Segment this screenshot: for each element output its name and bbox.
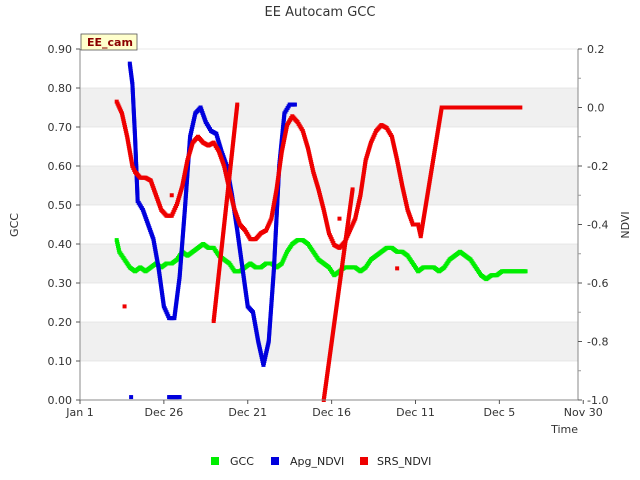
right-tick-label: 0.0 <box>587 102 605 115</box>
site-badge-box <box>80 33 138 51</box>
legend-label-gcc: GCC <box>230 455 254 468</box>
legend-label-srs-ndvi: SRS_NDVI <box>377 455 431 468</box>
plot-band <box>80 166 578 205</box>
left-tick-label: 0.60 <box>48 160 73 173</box>
legend-label-apg-ndvi: Apg_NDVI <box>290 455 344 468</box>
apg-ndvi-point <box>129 395 134 400</box>
srs-ndvi-point <box>235 102 240 107</box>
legend-item-srs-ndvi: SRS_NDVI <box>360 455 431 468</box>
right-tick-label: -0.8 <box>587 336 608 349</box>
left-tick-label: 0.40 <box>48 238 73 251</box>
legend: GCC Apg_NDVI SRS_NDVI <box>211 455 431 468</box>
srs-ndvi-point <box>518 105 523 110</box>
apg-ndvi-point <box>292 102 297 107</box>
x-tick-label: Dec 11 <box>396 406 435 419</box>
x-tick-label: Dec 5 <box>483 406 515 419</box>
x-tick-label: Nov 30 <box>564 406 603 419</box>
left-tick-label: 0.80 <box>48 82 73 95</box>
legend-swatch-gcc <box>211 457 219 465</box>
y-axis-label-left: GCC <box>8 213 21 237</box>
left-tick-label: 0.10 <box>48 355 73 368</box>
x-tick-label: Jan 1 <box>65 406 93 419</box>
right-tick-label: -0.4 <box>587 219 608 232</box>
site-badge-text: EE_cam <box>87 36 133 49</box>
left-tick-label: 0.50 <box>48 199 73 212</box>
left-tick-label: 0.20 <box>48 316 73 329</box>
x-axis-label: Time <box>550 423 578 436</box>
legend-swatch-srs-ndvi <box>360 457 368 465</box>
series-srs-ndvi <box>114 99 523 402</box>
srs-ndvi-point <box>395 266 400 271</box>
gcc-point <box>523 269 528 274</box>
x-tick-label: Dec 16 <box>312 406 351 419</box>
legend-item-gcc: GCC <box>211 455 254 468</box>
chart-title: EE Autocam GCC <box>265 5 376 20</box>
srs-ndvi-point <box>169 193 174 198</box>
left-tick-label: 0.00 <box>48 394 73 407</box>
right-tick-label: -0.6 <box>587 277 608 290</box>
left-tick-label: 0.90 <box>48 43 73 56</box>
right-tick-label: -0.2 <box>587 160 608 173</box>
left-y-ticks: 0.00 0.10 0.20 0.30 0.40 0.50 0.60 0.70 0.80 0.90 <box>48 43 80 407</box>
x-ticks: Jan 1 Dec 26 Dec 21 Dec 16 Dec 11 Dec 5 Nov 30 <box>65 400 603 419</box>
legend-swatch-apg-ndvi <box>271 457 279 465</box>
legend-item-apg-ndvi: Apg_NDVI <box>271 455 344 468</box>
left-tick-label: 0.30 <box>48 277 73 290</box>
right-tick-label: -1.0 <box>587 394 608 407</box>
site-badge: EE_cam <box>80 33 138 51</box>
srs-ndvi-point <box>350 187 355 192</box>
series-gcc <box>114 238 528 282</box>
left-tick-label: 0.70 <box>48 121 73 134</box>
x-tick-label: Dec 26 <box>144 406 183 419</box>
right-tick-label: 0.2 <box>587 43 605 56</box>
x-tick-label: Dec 21 <box>228 406 267 419</box>
y-axis-label-right: NDVI <box>619 211 632 238</box>
right-y-ticks: -1.0 -0.8 -0.6 -0.4 -0.2 0.0 0.2 <box>578 43 608 407</box>
apg-ndvi-point <box>177 395 182 400</box>
srs-ndvi-point <box>337 216 342 221</box>
srs-ndvi-point <box>122 304 127 309</box>
